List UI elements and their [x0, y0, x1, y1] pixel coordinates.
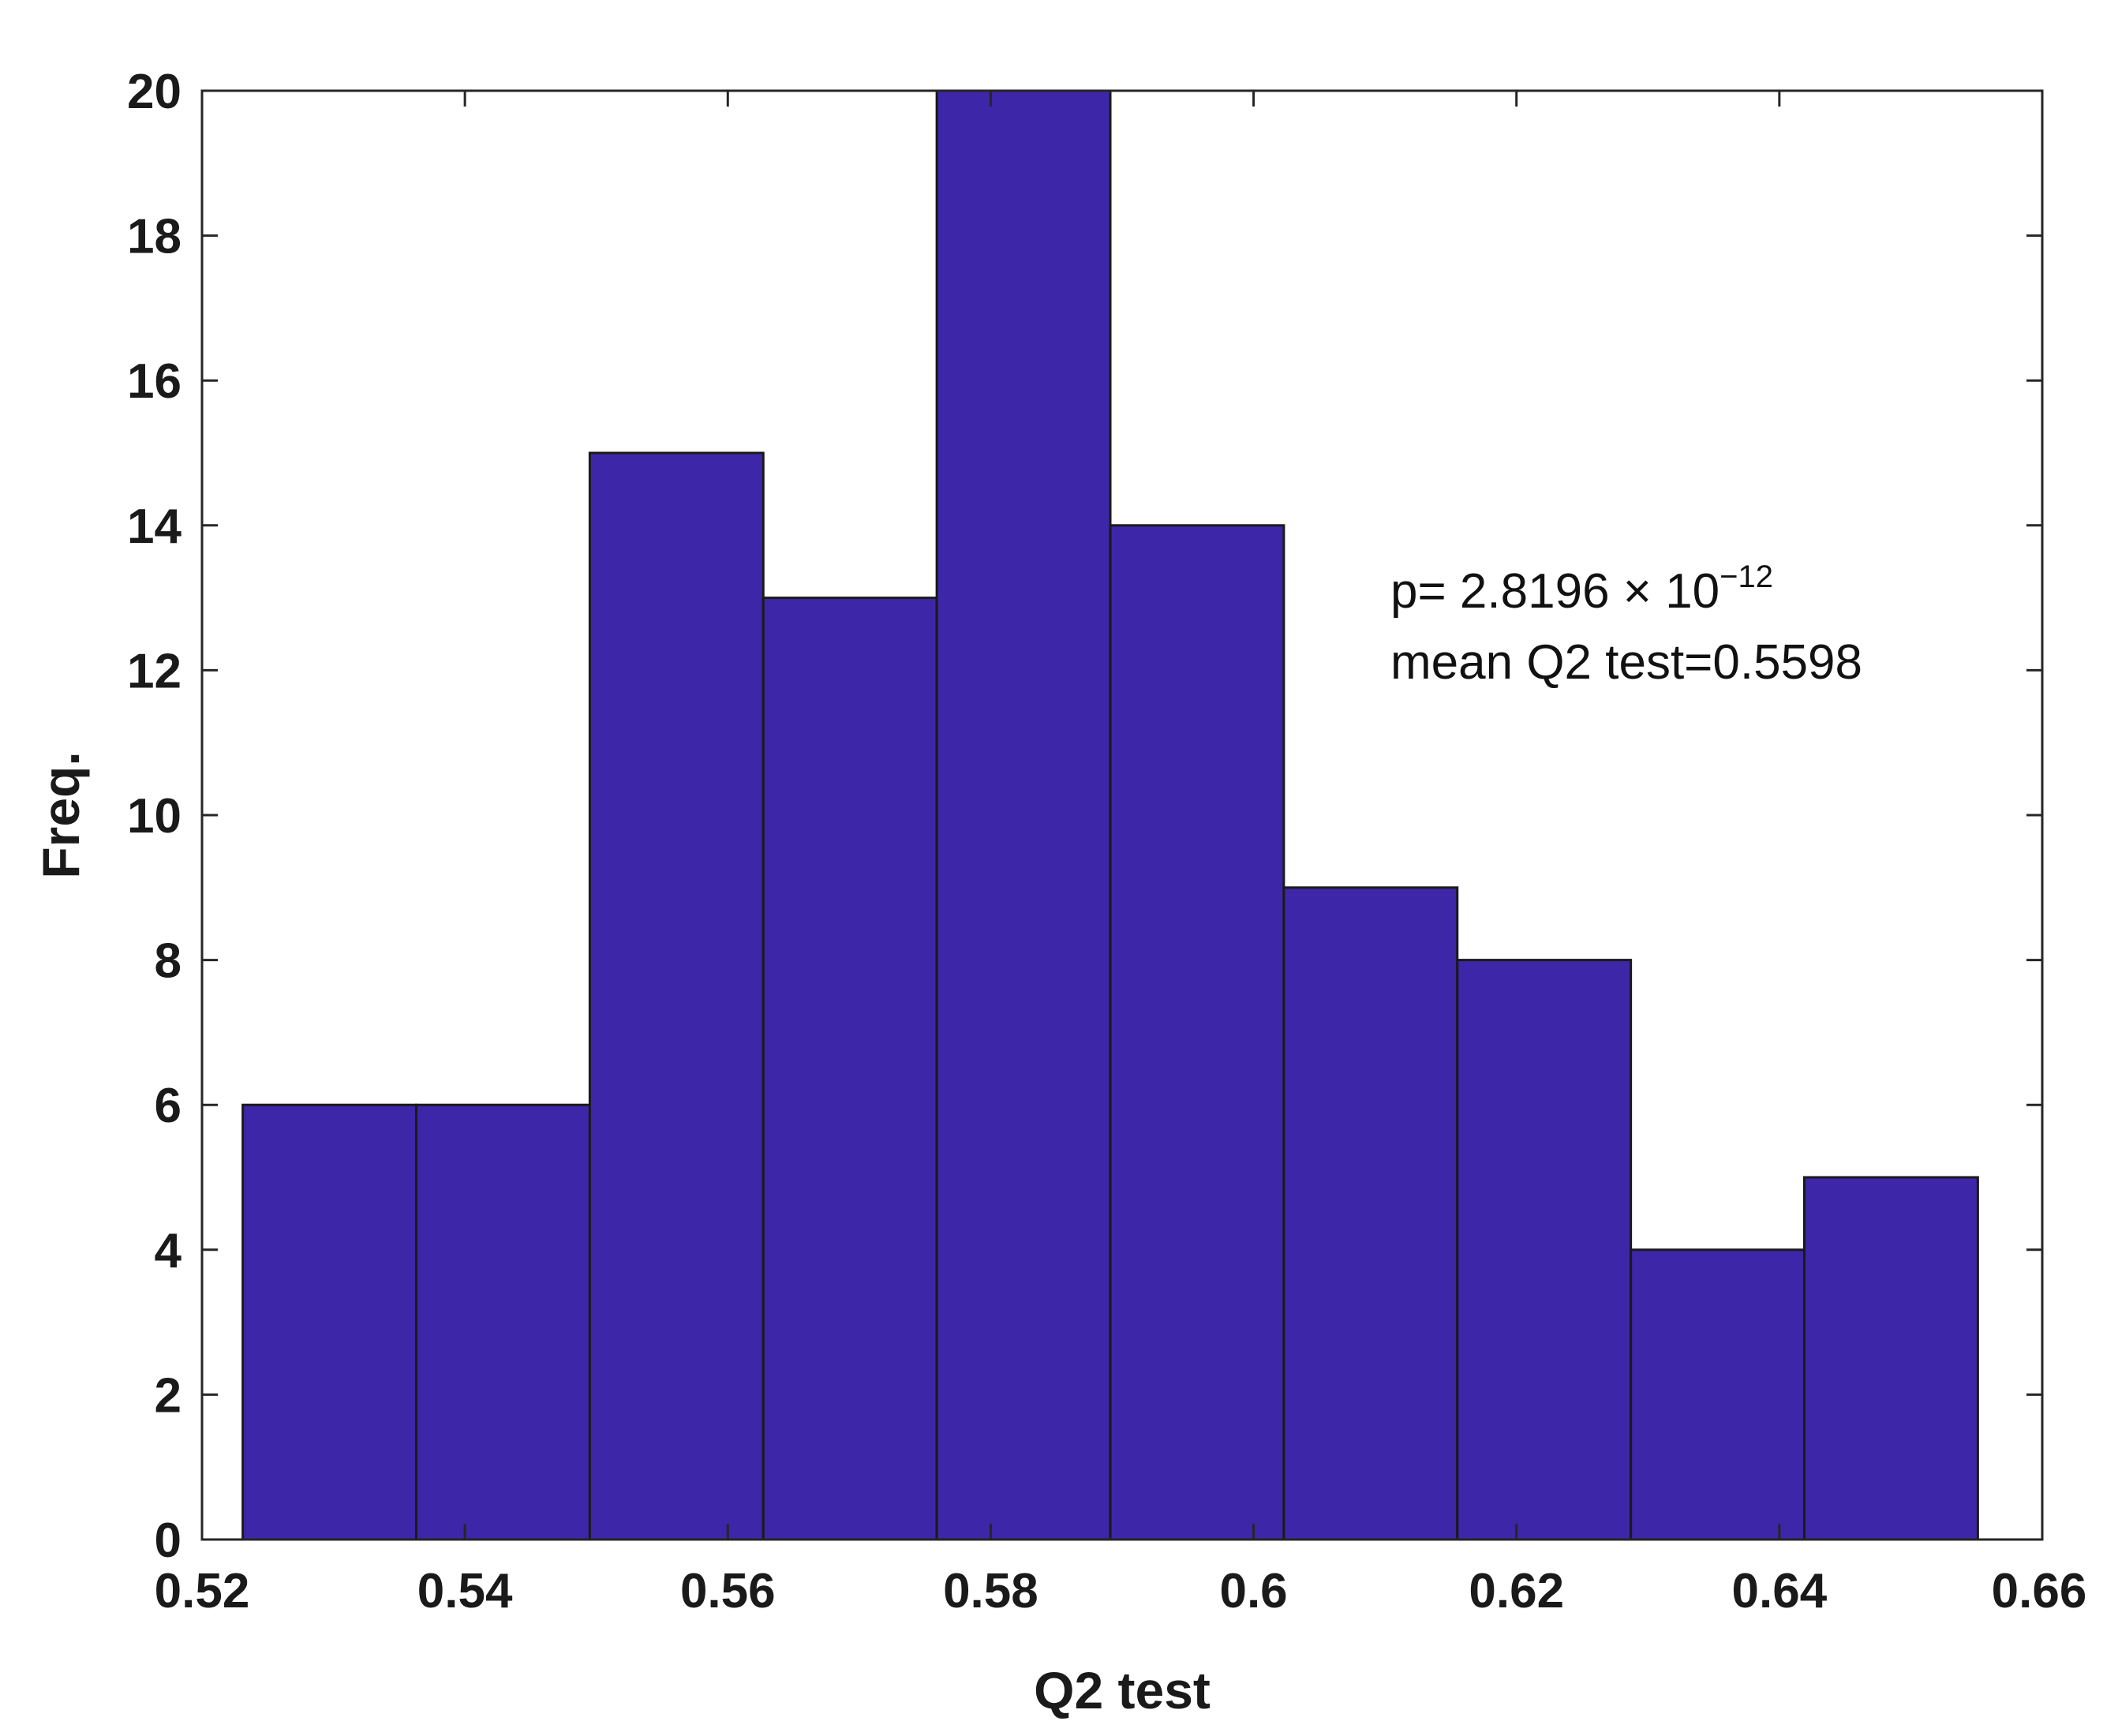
x-tick-label: 0.64 — [1732, 1564, 1828, 1618]
annotation-mean: mean Q2 test=0.5598 — [1390, 635, 1862, 690]
x-tick-label: 0.52 — [155, 1564, 250, 1618]
y-tick-labels: 0 2 4 6 8 10 12 14 16 18 20 — [127, 65, 181, 1568]
histogram-bar — [935, 89, 1112, 1541]
x-tick-label: 0.56 — [680, 1564, 776, 1618]
y-tick-label: 6 — [155, 1079, 181, 1133]
annotation-p-value-main: p= 2.8196 × 10 — [1390, 564, 1719, 619]
x-tick-labels: 0.52 0.54 0.56 0.58 0.6 0.62 0.64 0.66 — [155, 1564, 2087, 1618]
y-tick-label: 4 — [155, 1224, 182, 1278]
x-tick-label: 0.66 — [1992, 1564, 2087, 1618]
y-tick-label: 16 — [127, 354, 181, 409]
x-tick-label: 0.6 — [1219, 1564, 1287, 1618]
x-tick-label: 0.58 — [943, 1564, 1038, 1618]
histogram-bar — [1109, 524, 1285, 1541]
histogram-bar — [588, 451, 765, 1541]
histogram-bar — [762, 597, 938, 1541]
y-tick-label: 18 — [127, 210, 181, 264]
ticks-layer — [200, 89, 2044, 1541]
y-tick-label: 10 — [127, 789, 181, 844]
y-tick-label: 8 — [155, 934, 181, 989]
histogram-bar — [1803, 1176, 1979, 1541]
histogram-bar — [1456, 959, 1633, 1541]
x-axis-title: Q2 test — [1034, 1661, 1211, 1719]
y-tick-label: 2 — [155, 1368, 181, 1423]
histogram-bar — [1282, 886, 1459, 1541]
bars-layer — [241, 89, 1979, 1541]
y-axis-title: Freq. — [32, 751, 90, 878]
y-tick-label: 12 — [127, 644, 181, 698]
annotation-p-value: p= 2.8196 × 10−12 — [1390, 559, 1773, 619]
histogram-bar — [1630, 1248, 1806, 1541]
y-tick-label: 20 — [127, 65, 181, 119]
y-tick-label: 0 — [155, 1513, 181, 1568]
annotation-p-value-exponent: −12 — [1719, 559, 1773, 594]
histogram-bar — [241, 1103, 418, 1541]
histogram-bar — [415, 1103, 591, 1541]
y-tick-label: 14 — [127, 499, 181, 554]
x-tick-label: 0.54 — [417, 1564, 513, 1618]
x-tick-label: 0.62 — [1469, 1564, 1564, 1618]
